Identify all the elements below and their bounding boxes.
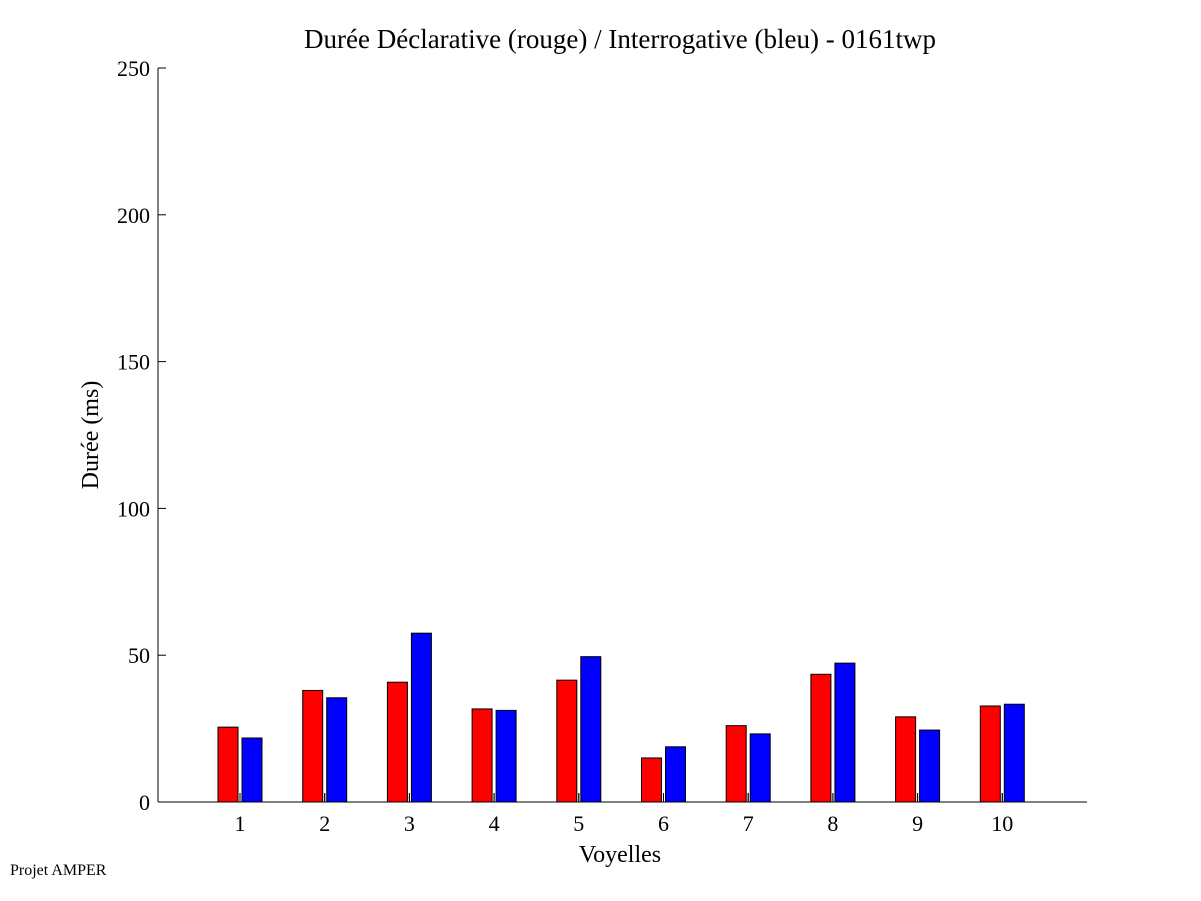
x-axis-label: Voyelles xyxy=(579,842,661,868)
bar-series1-cat3 xyxy=(386,681,408,803)
x-tick-label: 1 xyxy=(235,811,246,836)
x-tick-label: 10 xyxy=(991,811,1013,836)
x-tick-label: 4 xyxy=(489,811,500,836)
bar-series2-cat5 xyxy=(580,656,602,803)
x-tick-label: 7 xyxy=(743,811,754,836)
bar-series2-cat6 xyxy=(665,746,686,803)
y-axis: 0 50 100 150 200 250 xyxy=(117,56,166,815)
bar-series2-cat9 xyxy=(919,729,941,803)
bar-series1-cat5 xyxy=(556,679,578,803)
y-tick-label: 0 xyxy=(139,790,150,815)
y-tick-label: 150 xyxy=(117,350,150,375)
bar-series1-cat1 xyxy=(217,726,239,803)
bar-series1-cat2 xyxy=(302,689,324,803)
x-tick-label: 5 xyxy=(573,811,584,836)
x-tick-label: 8 xyxy=(827,811,838,836)
bar-series1-cat8 xyxy=(810,673,832,803)
y-tick-label: 100 xyxy=(117,496,150,521)
x-tick-label: 6 xyxy=(658,811,669,836)
bar-series1-cat9 xyxy=(895,716,917,803)
y-axis-label: Durée (ms) xyxy=(78,381,104,490)
bar-series1-cat7 xyxy=(725,725,747,803)
bar-series2-cat8 xyxy=(834,662,856,803)
footer-label: Projet AMPER xyxy=(10,862,107,879)
x-tick-label: 3 xyxy=(404,811,415,836)
bar-series2-cat4 xyxy=(495,709,517,803)
x-tick-label: 2 xyxy=(319,811,330,836)
x-axis: 1 2 3 4 5 6 7 8 9 10 xyxy=(158,793,1087,836)
y-tick-label: 50 xyxy=(128,643,150,668)
y-tick-label: 250 xyxy=(117,56,150,81)
bar-series2-cat2 xyxy=(326,697,348,803)
y-tick-label: 200 xyxy=(117,203,150,228)
bar-series2-cat7 xyxy=(749,733,771,803)
chart-title: Durée Déclarative (rouge) / Interrogativ… xyxy=(304,24,936,54)
bar-series2-cat1 xyxy=(241,737,263,803)
bar-series1-cat4 xyxy=(471,708,493,803)
bar-series1-cat10 xyxy=(979,705,1001,803)
x-tick-label: 9 xyxy=(912,811,923,836)
bars xyxy=(217,632,1025,803)
bar-series2-cat10 xyxy=(1003,703,1025,803)
bar-series1-cat6 xyxy=(641,757,662,803)
bar-series2-cat3 xyxy=(410,632,432,803)
